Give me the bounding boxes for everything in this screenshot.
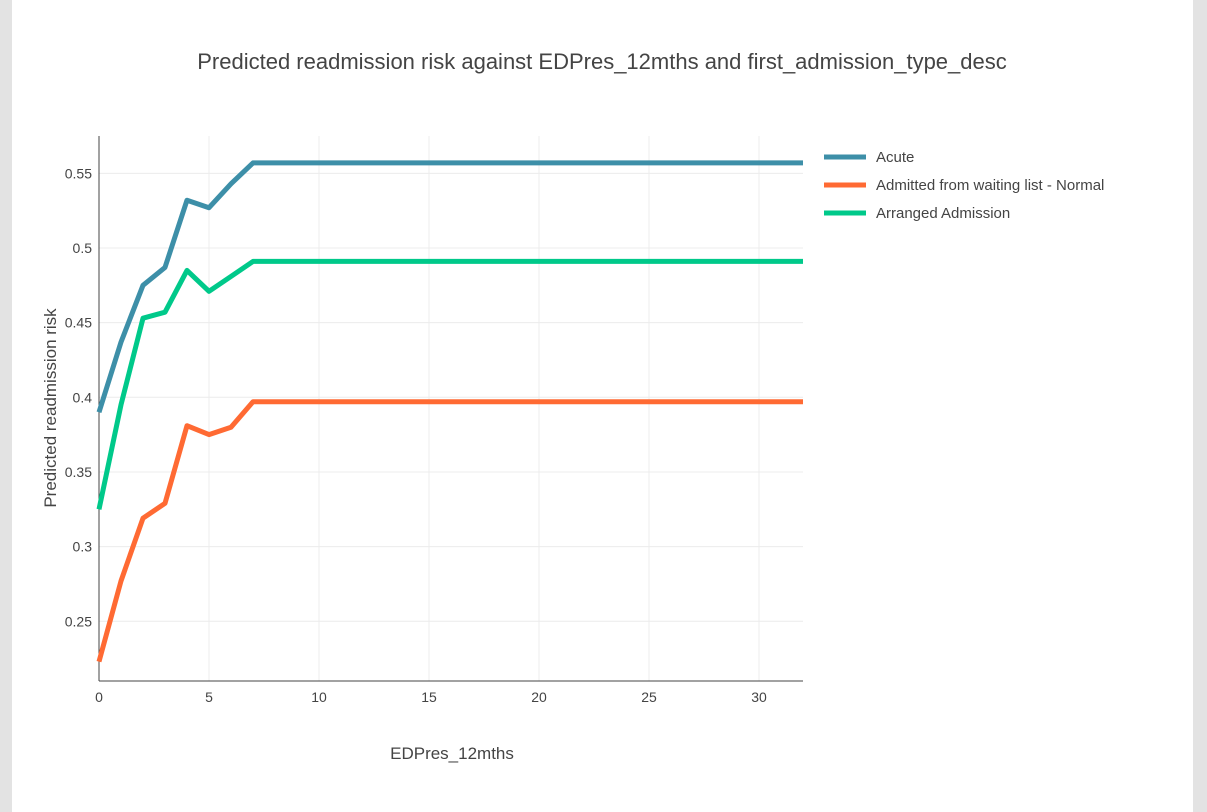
chart-svg: Predicted readmission risk against EDPre…	[41, 49, 1104, 763]
x-tick-label: 0	[95, 689, 103, 705]
chart-card: Predicted readmission risk against EDPre…	[12, 0, 1193, 812]
y-axis-title: Predicted readmission risk	[41, 308, 60, 508]
series-lines[interactable]	[96, 160, 803, 663]
chart-title: Predicted readmission risk against EDPre…	[197, 49, 1007, 74]
y-tick-label: 0.5	[73, 240, 93, 256]
y-tick-label: 0.25	[65, 613, 92, 629]
legend-label[interactable]: Admitted from waiting list - Normal	[876, 177, 1104, 194]
x-axis-title: EDPres_12mths	[390, 744, 514, 763]
x-tick-label: 20	[531, 689, 547, 705]
series-line[interactable]	[96, 258, 803, 510]
series-line[interactable]	[96, 160, 803, 413]
y-tick-label: 0.35	[65, 464, 92, 480]
legend[interactable]: Acute Admitted from waiting list - Normal…	[824, 149, 1104, 222]
y-tick-label: 0.45	[65, 315, 92, 331]
axes	[98, 136, 803, 682]
x-tick-label: 15	[421, 689, 437, 705]
x-tick-label: 5	[205, 689, 213, 705]
series-line[interactable]	[96, 399, 803, 663]
x-tick-label: 10	[311, 689, 327, 705]
y-tick-label: 0.55	[65, 165, 92, 181]
x-tick-label: 30	[751, 689, 767, 705]
y-tick-label: 0.4	[73, 389, 93, 405]
grid-lines	[99, 136, 803, 681]
legend-label[interactable]: Arranged Admission	[876, 205, 1010, 222]
y-tick-label: 0.3	[73, 539, 93, 555]
x-tick-label: 25	[641, 689, 657, 705]
legend-label[interactable]: Acute	[876, 149, 914, 166]
tick-labels: 0 5 10 15 20 25 30 0.25 0.3 0.35 0.4 0.45 0.5 0.55	[65, 165, 767, 705]
